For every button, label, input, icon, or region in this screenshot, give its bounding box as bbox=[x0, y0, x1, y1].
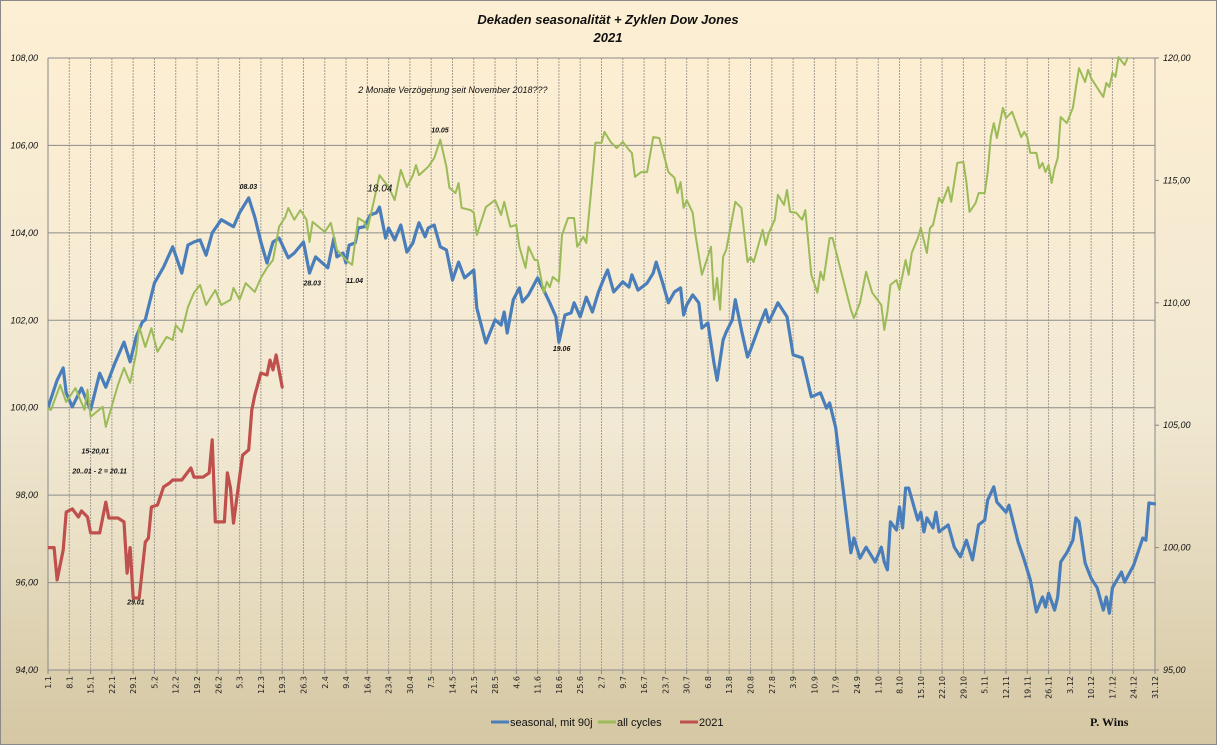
x-tick-label: 15.1 bbox=[87, 676, 96, 694]
x-tick-label: 24.9 bbox=[853, 676, 862, 694]
x-tick-label: 6.8 bbox=[704, 676, 713, 689]
x-tick-label: 5.3 bbox=[236, 676, 245, 689]
x-tick-label: 5.2 bbox=[150, 676, 159, 689]
chart-subtitle: 2021 bbox=[593, 30, 623, 45]
legend-item: 2021 bbox=[680, 717, 723, 729]
y-right-tick-label: 120,00 bbox=[1163, 53, 1191, 63]
annotation-label: 08.03 bbox=[240, 184, 258, 191]
x-tick-label: 30.4 bbox=[406, 676, 415, 694]
x-tick-label: 8.1 bbox=[65, 676, 74, 689]
y-left-tick-label: 96,00 bbox=[15, 578, 38, 588]
x-tick-label: 20.8 bbox=[747, 676, 756, 694]
x-tick-label: 30.7 bbox=[683, 676, 692, 694]
x-tick-label: 4.6 bbox=[512, 676, 521, 689]
annotation-label: 2 Monate Verzögerung seit November 2018?… bbox=[357, 85, 547, 95]
y-left-tick-label: 102,00 bbox=[10, 315, 38, 325]
x-tick-label: 16.7 bbox=[640, 676, 649, 694]
x-tick-label: 26.11 bbox=[1045, 676, 1054, 699]
annotation-label: 19.06 bbox=[553, 346, 571, 353]
x-tick-label: 21.5 bbox=[470, 676, 479, 694]
x-tick-label: 28.5 bbox=[491, 676, 500, 694]
legend-label: all cycles bbox=[617, 717, 662, 729]
y-right-tick-label: 100,00 bbox=[1163, 543, 1191, 553]
x-tick-label: 15.10 bbox=[917, 676, 926, 699]
annotation-label: 20..01 - 2 = 20.11 bbox=[71, 468, 127, 475]
y-left-tick-label: 108,00 bbox=[10, 53, 38, 63]
annotation-label: 28.03 bbox=[302, 280, 321, 287]
x-tick-label: 27.8 bbox=[768, 676, 777, 694]
legend-item: seasonal, mit 90j bbox=[491, 717, 593, 729]
legend-item: all cycles bbox=[598, 717, 662, 729]
legend-label: 2021 bbox=[699, 717, 723, 729]
x-tick-label: 3.12 bbox=[1066, 676, 1075, 694]
x-tick-label: 5.11 bbox=[981, 676, 990, 694]
x-tick-label: 29.10 bbox=[959, 676, 968, 699]
x-tick-label: 24.12 bbox=[1130, 676, 1139, 699]
x-tick-label: 18.6 bbox=[555, 676, 564, 694]
annotation-label: 15-20,01 bbox=[81, 449, 109, 456]
annotation-label: 10.05 bbox=[431, 127, 449, 134]
series-lines bbox=[48, 56, 1156, 615]
legend: seasonal, mit 90j all cycles 2021 bbox=[491, 717, 723, 729]
x-tick-label: 26.3 bbox=[299, 676, 308, 694]
annotation-label: 11.04 bbox=[346, 278, 363, 285]
y-left-tick-label: 94,00 bbox=[15, 665, 38, 675]
x-tick-label: 14.5 bbox=[448, 676, 457, 694]
x-tick-label: 23.7 bbox=[661, 676, 670, 694]
x-tick-label: 26.2 bbox=[214, 676, 223, 694]
x-tick-label: 19.11 bbox=[1023, 676, 1032, 699]
chart-title: Dekaden seasonalität + Zyklen Dow Jones bbox=[477, 12, 738, 27]
x-tick-label: 13.8 bbox=[725, 676, 734, 694]
y-right-tick-label: 110,00 bbox=[1163, 298, 1190, 308]
x-tick-label: 11.6 bbox=[534, 676, 543, 694]
x-tick-label: 22.10 bbox=[938, 676, 947, 699]
x-tick-label: 10.12 bbox=[1087, 676, 1096, 699]
x-tick-label: 16.4 bbox=[363, 676, 372, 694]
x-tick-label: 22.1 bbox=[108, 676, 117, 694]
annotation-label: 29.01 bbox=[126, 599, 145, 606]
y-left-tick-label: 100,00 bbox=[10, 403, 38, 413]
series-line-2 bbox=[48, 56, 1129, 428]
x-tick-label: 1.10 bbox=[874, 676, 883, 694]
y-right-tick-label: 105,00 bbox=[1163, 420, 1191, 430]
x-tick-label: 25.6 bbox=[576, 676, 585, 694]
y-right-tick-label: 95,00 bbox=[1163, 665, 1186, 675]
series-line-1 bbox=[48, 196, 1156, 615]
x-tick-label: 17.9 bbox=[832, 676, 841, 694]
x-tick-label: 7.5 bbox=[427, 676, 436, 689]
x-tick-label: 17.12 bbox=[1108, 676, 1117, 699]
x-tick-label: 12.3 bbox=[257, 676, 266, 694]
y-left-tick-label: 106,00 bbox=[10, 140, 38, 150]
y-left-tick-label: 104,00 bbox=[10, 228, 38, 238]
x-tick-label: 12.2 bbox=[172, 676, 181, 694]
x-tick-label: 1.1 bbox=[44, 676, 53, 689]
x-tick-label: 31.12 bbox=[1151, 676, 1160, 699]
annotation-label: 18.04 bbox=[367, 183, 392, 194]
x-tick-label: 3.9 bbox=[789, 676, 798, 689]
signature: P. Wins bbox=[1090, 715, 1129, 729]
x-tick-label: 19.3 bbox=[278, 676, 287, 694]
y-left-tick-label: 98,00 bbox=[15, 490, 38, 500]
y-right-tick-label: 115,00 bbox=[1163, 175, 1190, 185]
x-tick-label: 8.10 bbox=[896, 676, 905, 694]
x-tick-label: 2.4 bbox=[321, 676, 330, 689]
legend-label: seasonal, mit 90j bbox=[510, 717, 593, 729]
axes: 1.1 8.1 15.1 22.1 29.1 5.2 12.2 19.2 26.2 5.3 12.3… bbox=[10, 53, 1190, 699]
x-tick-label: 29.1 bbox=[129, 676, 138, 694]
x-tick-label: 19.2 bbox=[193, 676, 202, 694]
annotations: 2 Monate Verzögerung seit November 2018?… bbox=[71, 85, 570, 606]
series-line-3 bbox=[48, 353, 284, 600]
x-tick-label: 23.4 bbox=[385, 676, 394, 694]
x-tick-label: 2.7 bbox=[598, 676, 607, 689]
x-tick-label: 9.4 bbox=[342, 676, 351, 689]
x-tick-label: 9.7 bbox=[619, 676, 628, 689]
x-tick-label: 12.11 bbox=[1002, 676, 1011, 699]
x-tick-label: 10.9 bbox=[810, 676, 819, 694]
